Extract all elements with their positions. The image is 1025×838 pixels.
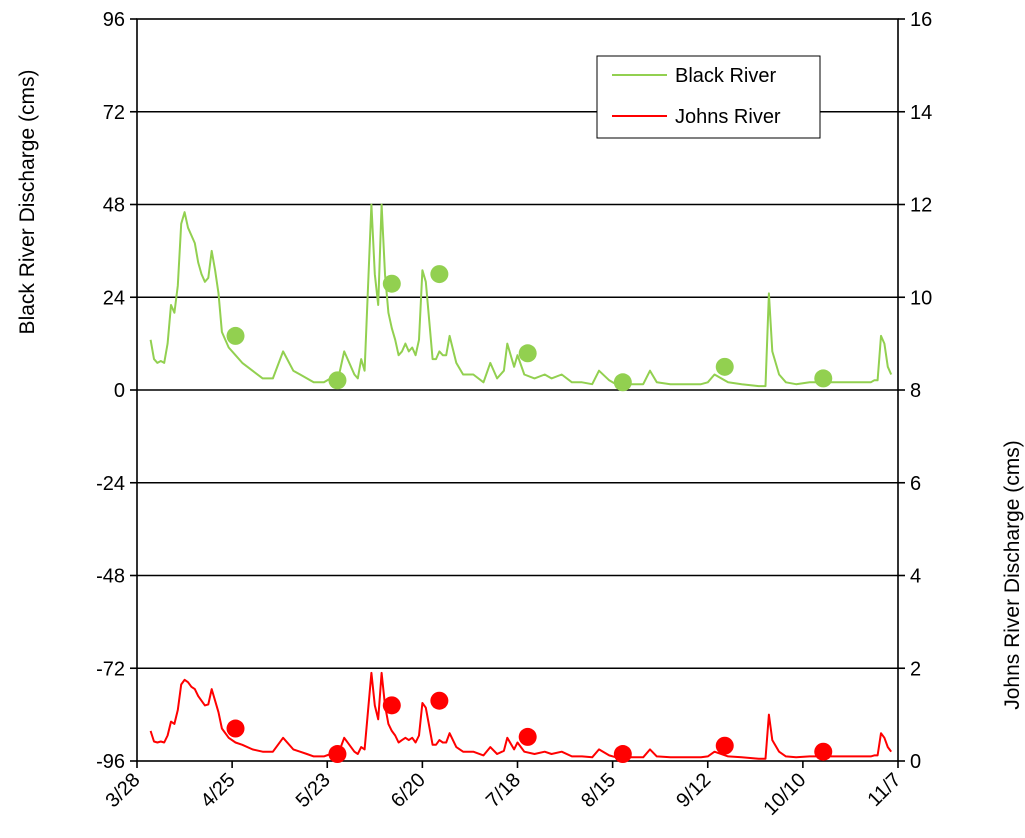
black-river-sample-point (814, 369, 833, 388)
black-river-sample-point (518, 344, 537, 363)
johns-river-sample-point (715, 736, 734, 755)
x-tick-label: 4/25 (197, 769, 240, 812)
johns-river-sample-point (430, 691, 449, 710)
series-markers (226, 265, 833, 764)
left-y-tick-label: 0 (114, 380, 125, 402)
right-y-tick-label: 8 (910, 380, 921, 402)
johns-river-sample-point (814, 742, 833, 761)
x-tick-label: 5/23 (292, 769, 335, 812)
right-y-tick-label: 4 (910, 566, 921, 588)
x-tick-label: 10/10 (759, 769, 810, 820)
right-y-tick-labels: 16 14 12 10 8 6 4 2 0 (910, 9, 932, 773)
left-y-tick-label: -48 (96, 566, 125, 588)
left-axis-title: Black River Discharge (cms) (16, 70, 39, 335)
x-tick-label: 3/28 (101, 769, 144, 812)
black-river-sample-point (382, 274, 401, 293)
right-y-tick-label: 2 (910, 658, 921, 680)
legend-box (596, 55, 821, 139)
left-y-tick-label: 24 (103, 287, 125, 309)
legend: Black River Johns River (596, 55, 821, 139)
left-y-tick-labels: 96 72 48 24 0 -24 -48 -72 -96 (96, 9, 125, 773)
black-river-line (149, 203, 893, 388)
x-tick-label: 6/20 (387, 769, 430, 812)
horizontal-gridlines (137, 110, 898, 670)
x-tick-label: 7/18 (482, 769, 525, 812)
left-y-tick-label: -72 (96, 658, 125, 680)
right-y-tick-label: 10 (910, 287, 932, 309)
johns-river-sample-point (328, 745, 347, 764)
johns-river-sample-point (613, 745, 632, 764)
x-tick-label: 8/15 (577, 769, 620, 812)
black-river-sample-point (613, 373, 632, 392)
series-lines (149, 203, 893, 760)
x-tick-labels: 3/28 4/25 5/23 6/20 7/18 8/15 9/12 10/10 11/7 (101, 769, 905, 820)
johns-river-sample-point (518, 727, 537, 746)
right-y-tick-label: 0 (910, 751, 921, 773)
black-river-sample-point (226, 326, 245, 345)
black-river-sample-point (328, 371, 347, 390)
left-y-tick-label: 48 (103, 195, 125, 217)
left-y-tick-label: 72 (103, 102, 125, 124)
x-tick-label: 11/7 (863, 769, 905, 811)
legend-label-johns-river: Johns River (675, 106, 781, 128)
legend-label-black-river: Black River (675, 65, 776, 87)
left-y-tick-label: -24 (96, 473, 125, 495)
johns-river-sample-point (382, 696, 401, 715)
black-river-sample-point (715, 357, 734, 376)
axes (130, 18, 905, 768)
right-axis-title: Johns River Discharge (cms) (1001, 440, 1024, 710)
x-tick-label: 9/12 (672, 769, 715, 812)
black-river-sample-point (430, 265, 449, 284)
right-y-tick-label: 14 (910, 102, 932, 124)
right-y-tick-label: 6 (910, 473, 921, 495)
left-y-tick-label: 96 (103, 9, 125, 31)
johns-river-sample-point (226, 719, 245, 738)
left-y-tick-label: -96 (96, 751, 125, 773)
right-y-tick-label: 12 (910, 195, 932, 217)
johns-river-line (149, 671, 893, 760)
right-y-tick-label: 16 (910, 9, 932, 31)
